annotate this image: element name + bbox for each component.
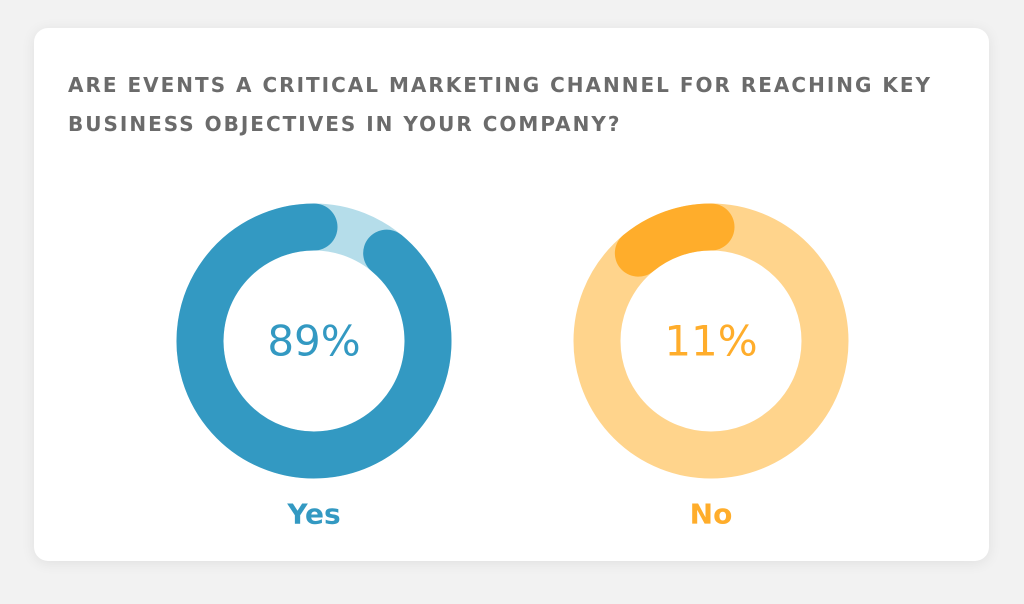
donut-no: 11% No	[573, 203, 849, 531]
survey-card: ARE EVENTS A CRITICAL MARKETING CHANNEL …	[34, 28, 989, 561]
donut-no-category-label: No	[690, 498, 733, 531]
donut-no-value-label: 11%	[664, 317, 757, 366]
question-title: ARE EVENTS A CRITICAL MARKETING CHANNEL …	[68, 73, 933, 136]
donut-charts: 89% Yes 11% No	[176, 203, 849, 531]
donut-yes-arc	[176, 203, 452, 479]
donut-yes-value-label: 89%	[267, 317, 360, 366]
donut-no-arc	[614, 203, 735, 277]
donut-yes: 89% Yes	[176, 203, 452, 531]
donut-yes-category-label: Yes	[286, 498, 340, 531]
